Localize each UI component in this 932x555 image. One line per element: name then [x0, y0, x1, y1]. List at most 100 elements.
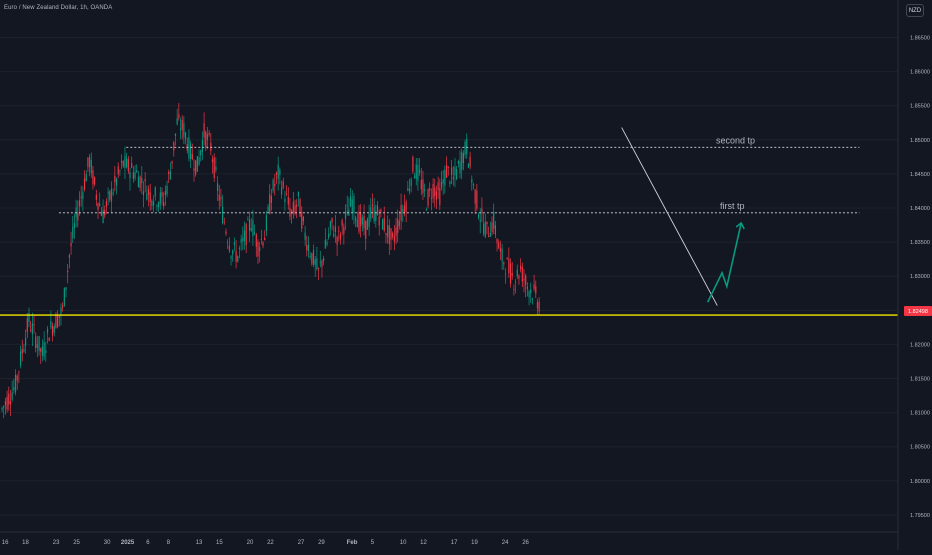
- candle-body: [232, 250, 234, 255]
- candle-body: [338, 230, 340, 232]
- current-price-badge: [904, 306, 932, 317]
- candle-body: [442, 179, 444, 184]
- candle-body: [163, 201, 165, 207]
- candle-body: [110, 188, 113, 202]
- candle-body: [282, 181, 284, 188]
- candle-body: [520, 265, 522, 270]
- candle-body: [334, 226, 337, 233]
- currency-badge[interactable]: NZD: [906, 4, 924, 17]
- price-tick-label: 1.86000: [910, 70, 930, 76]
- time-tick-label: 15: [216, 540, 223, 546]
- candle-body: [275, 172, 278, 175]
- candle-body: [536, 301, 539, 309]
- candle-body: [269, 194, 271, 214]
- candle-body: [151, 200, 153, 206]
- candle-body: [292, 202, 294, 214]
- price-tick-label: 1.82000: [910, 342, 930, 348]
- candle-body: [31, 323, 33, 335]
- candle-body: [425, 209, 427, 211]
- candle-body: [260, 239, 262, 241]
- candle-body: [319, 261, 321, 263]
- candle-body: [161, 191, 163, 197]
- candle-body: [301, 211, 303, 229]
- candles-layer: [1, 102, 540, 419]
- candle-body: [6, 396, 8, 410]
- time-tick-label: 19: [471, 540, 478, 546]
- candle-body: [355, 217, 357, 221]
- candle-body: [356, 220, 358, 228]
- candle-body: [528, 291, 530, 298]
- candle-body: [297, 191, 299, 197]
- candle-body: [489, 232, 491, 238]
- candle-body: [341, 220, 343, 227]
- candle-body: [89, 156, 91, 168]
- time-tick-label: 25: [73, 540, 80, 546]
- candle-body: [419, 170, 421, 173]
- candle-body: [420, 180, 422, 190]
- candle-body: [452, 177, 454, 180]
- candle-body: [336, 236, 338, 245]
- candle-body: [174, 133, 177, 136]
- candle-body: [486, 221, 488, 225]
- candle-body: [388, 225, 390, 244]
- candle-body: [299, 199, 301, 217]
- candle-body: [211, 159, 214, 163]
- candle-body: [264, 237, 266, 241]
- candle-body: [60, 307, 62, 314]
- candle-body: [339, 234, 342, 240]
- candle-body: [190, 143, 192, 160]
- candle-body: [57, 315, 59, 328]
- candle-body: [494, 225, 496, 235]
- candle-body: [218, 194, 220, 201]
- candle-body: [154, 187, 156, 197]
- candle-body: [343, 226, 345, 234]
- candle-body: [449, 181, 451, 185]
- candle-body: [38, 336, 40, 352]
- candle-body: [235, 251, 237, 262]
- candle-body: [454, 167, 456, 176]
- candle-body: [451, 167, 453, 175]
- time-tick-label: 24: [502, 540, 509, 546]
- candle-body: [68, 255, 70, 258]
- price-tick-label: 1.85500: [910, 104, 930, 110]
- time-tick-label: 6: [146, 540, 150, 546]
- candle-body: [4, 401, 6, 406]
- candle-body: [296, 204, 298, 207]
- candle-body: [279, 169, 281, 176]
- candle-body: [321, 260, 323, 267]
- time-tick-label: 16: [2, 540, 9, 546]
- candle-body: [195, 160, 197, 175]
- candle-body: [134, 172, 136, 179]
- candle-body: [267, 206, 269, 212]
- candle-body: [469, 156, 471, 167]
- candle-body: [509, 263, 512, 284]
- price-tick-label: 1.80500: [910, 445, 930, 451]
- candle-body: [237, 256, 239, 262]
- candle-body: [112, 192, 114, 195]
- candle-body: [166, 185, 168, 195]
- candle-body: [493, 212, 495, 229]
- time-tick-label: 5: [371, 540, 375, 546]
- candle-body: [422, 179, 424, 193]
- candle-body: [30, 329, 32, 331]
- candle-body: [238, 248, 241, 249]
- candle-body: [400, 205, 402, 221]
- candle-body: [14, 374, 17, 393]
- candle-body: [1, 407, 3, 410]
- candle-body: [531, 298, 534, 300]
- candle-body: [102, 209, 104, 223]
- candle-body: [430, 197, 432, 200]
- candle-body: [467, 163, 470, 168]
- candle-body: [35, 336, 37, 349]
- candle-body: [21, 349, 23, 354]
- candle-body: [215, 166, 217, 171]
- time-tick-label: 10: [400, 540, 407, 546]
- candle-body: [126, 158, 128, 168]
- candle-body: [387, 225, 389, 237]
- candle-body: [152, 201, 155, 206]
- candle-body: [124, 155, 126, 168]
- candle-body: [257, 241, 259, 257]
- price-tick-label: 1.83000: [910, 274, 930, 280]
- candle-body: [127, 159, 129, 171]
